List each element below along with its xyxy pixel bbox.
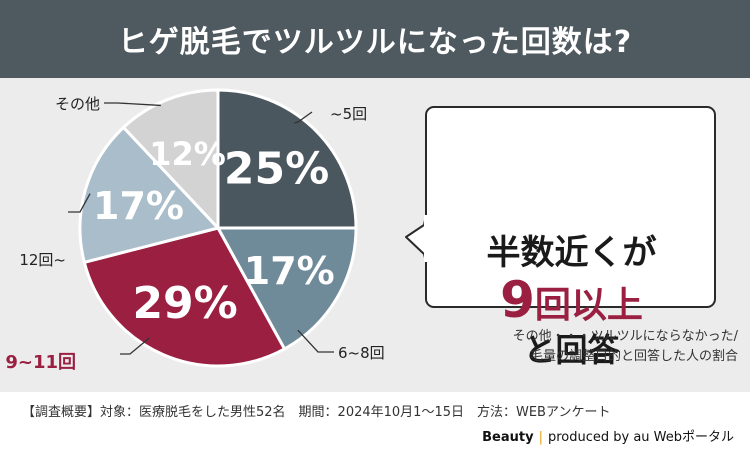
survey-summary: 【調査概要】対象：医療脱毛をした男性52名 期間：2024年10月1〜15日 方… [22,405,611,420]
callout-line-2: 9回以上 [427,271,716,329]
pie-slice [215,226,358,351]
credit: Beauty | produced by au Webポータル [482,426,734,445]
category-label: 9~11回 [5,352,76,373]
slice-value-label: 25% [224,143,329,194]
brand-name: Beauty [482,430,534,445]
slice-value-label: 17% [93,184,184,228]
pie-slice [121,88,220,232]
callout-line-3: と回答 [523,331,620,369]
callout: 半数近くが 9回以上 と回答 [427,185,716,385]
pie-slice [82,226,287,368]
callout-number-suffix: 回以上 [534,285,643,326]
leader-line [104,102,161,107]
chart-area: 25% 17% 29% 17% 12% ~5回 6~8回 9~11回 12回~ その他 半数近く… [0,78,750,392]
pie-slice [78,125,221,265]
title-banner: ヒゲ脱毛でツルツルになった回数は? [0,0,750,78]
slice-value-label: 17% [244,249,335,293]
footer: 【調査概要】対象：医療脱毛をした男性52名 期間：2024年10月1〜15日 方… [0,392,750,453]
leader-line [120,337,150,355]
callout-line-1: 半数近くが [486,233,657,273]
leader-line [294,111,313,124]
slice-value-label: 12% [149,135,226,173]
category-label: 6~8回 [338,344,385,362]
leader-line [297,329,334,353]
leader-line [68,193,91,213]
callout-number: 9 [500,271,535,329]
category-label: ~5回 [330,105,367,123]
credit-text: produced by au Webポータル [547,430,734,445]
pie-slice [216,88,358,230]
note-line-2: 毛量の調整目的と回答した人の割合 [529,349,738,364]
callout-pointer [405,214,427,263]
credit-separator: | [538,430,543,445]
category-label: その他 [55,95,100,113]
note-line-1: その他・・・ツルツルにならなかった/ [512,329,738,344]
callout-box [425,106,716,308]
page-title: ヒゲ脱毛でツルツルになった回数は? [117,25,633,60]
slice-value-label: 29% [132,278,237,329]
category-label: 12回~ [19,251,66,269]
